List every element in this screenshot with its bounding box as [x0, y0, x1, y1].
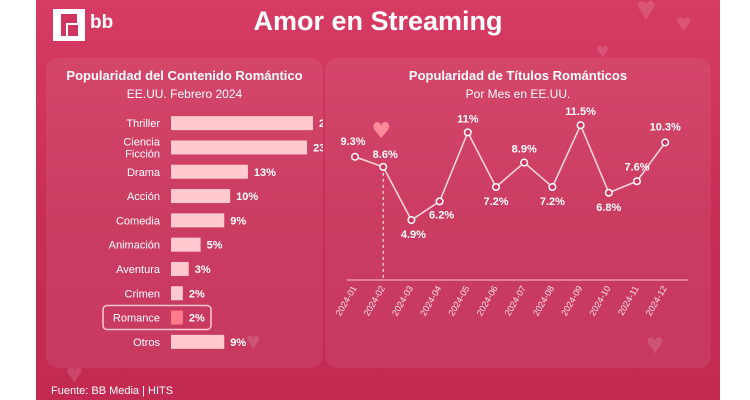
x-tick-label: 2024-02 — [362, 284, 387, 318]
source-note: Fuente: BB Media | HITS — [51, 385, 174, 397]
point-value-label: 6.8% — [596, 202, 621, 214]
monthly-line-chart: ♥ 9.3% 2024-01 8.6% 2024-02 4.9% 2024-03 6.2% 20… — [334, 106, 688, 318]
point-value-label: 4.9% — [401, 229, 426, 241]
bar — [171, 237, 201, 252]
bar — [171, 189, 231, 204]
x-tick-label: 2024-10 — [587, 284, 612, 318]
bar — [171, 213, 225, 228]
bar — [171, 164, 248, 179]
bar-category-label: Ciencia Ficción — [123, 136, 161, 160]
bar-category-label: Otros — [133, 337, 160, 349]
point-value-label: 7.6% — [624, 161, 649, 173]
bar — [171, 286, 183, 301]
category-chart-title: Popularidad del Contenido Romántico — [66, 68, 303, 83]
point-value-label: 10.3% — [650, 121, 681, 133]
x-tick-label: 2024-07 — [503, 284, 528, 318]
point-value-label: 9.3% — [340, 136, 365, 148]
bar-category-label: Comedia — [116, 215, 161, 227]
bar-category-label: Animación — [109, 240, 160, 252]
data-point — [379, 162, 388, 171]
data-point — [350, 152, 360, 161]
bar-value-label: 9% — [230, 215, 246, 227]
bar — [171, 261, 189, 276]
x-tick-label: 2024-11 — [616, 284, 641, 317]
data-point — [661, 138, 670, 147]
x-tick-label: 2024-12 — [644, 284, 669, 318]
highlight-box — [102, 304, 212, 331]
data-point — [604, 188, 613, 197]
bar-category-label: Crimen — [125, 288, 160, 300]
bar — [171, 310, 183, 325]
bar-value-label: 9% — [230, 337, 246, 349]
data-point — [632, 177, 642, 186]
heart-decoration-icon: ♥ — [646, 328, 664, 361]
x-tick-label: 2024-09 — [559, 284, 584, 318]
point-value-label: 11.5% — [565, 106, 596, 118]
bar-value-label: 23% — [313, 142, 323, 154]
bar — [171, 116, 313, 131]
heart-decoration-icon: ♥ — [246, 328, 261, 355]
infographic-canvas: ♥ ♥ ♥ ♥ ♥ ♥ bb Amor en Streaming Popular… — [36, 0, 720, 400]
bar-category-label: Romance — [113, 313, 160, 325]
bar — [171, 140, 308, 155]
point-value-label: 7.2% — [483, 196, 508, 208]
brand-name: bb — [90, 12, 114, 33]
point-value-label: 6.2% — [429, 209, 454, 221]
heart-decoration-icon: ♥ — [66, 358, 83, 389]
heart-decoration-icon: ♥ — [676, 8, 692, 38]
x-tick-label: 2024-06 — [475, 284, 500, 318]
monthly-chart-subtitle: Por Mes en EE.UU. — [465, 87, 571, 101]
heart-decoration-icon: ♥ — [636, 0, 657, 28]
bar-value-label: 13% — [254, 167, 276, 179]
data-point — [576, 121, 585, 130]
bar-value-label: 24% — [319, 118, 323, 130]
monthly-chart-title: Popularidad de Títulos Románticos — [408, 68, 628, 83]
series-line — [354, 123, 666, 222]
x-tick-label: 2024-08 — [531, 284, 556, 318]
bar — [171, 334, 225, 349]
bar-value-label: 5% — [207, 240, 223, 252]
point-value-label: 11% — [457, 113, 479, 125]
bar-value-label: 2% — [189, 313, 205, 325]
category-chart-panel: Popularidad del Contenido Romántico EE.U… — [46, 58, 323, 368]
bar-value-label: 3% — [195, 264, 211, 276]
bar-value-label: 10% — [236, 191, 258, 203]
category-chart-subtitle: EE.UU. Febrero 2024 — [126, 87, 243, 101]
x-tick-label: 2024-04 — [418, 284, 443, 318]
data-point — [435, 197, 444, 206]
bar-category-label: Thriller — [126, 118, 160, 130]
data-point — [548, 182, 557, 192]
data-point — [463, 128, 472, 137]
bar-value-label: 2% — [189, 288, 205, 300]
x-tick-label: 2024-05 — [446, 284, 471, 318]
x-tick-label: 2024-01 — [334, 284, 359, 318]
heart-marker-icon: ♥ — [371, 119, 391, 144]
bar-category-label: Aventura — [116, 264, 161, 276]
data-point — [407, 216, 416, 225]
x-tick-label: 2024-03 — [390, 284, 415, 318]
heart-decoration-icon: ♥ — [596, 38, 610, 63]
brand-logo — [53, 9, 85, 41]
data-point — [491, 182, 501, 192]
bar-category-label: Acción — [127, 191, 160, 203]
point-value-label: 8.6% — [373, 149, 398, 161]
data-point — [520, 158, 529, 167]
bar-category-label: Drama — [127, 167, 161, 179]
monthly-chart-panel: Popularidad de Títulos Románticos Por Me… — [325, 58, 711, 368]
page-title: Amor en Streaming — [253, 6, 503, 36]
point-value-label: 7.2% — [540, 196, 565, 208]
point-value-label: 8.9% — [512, 144, 537, 156]
